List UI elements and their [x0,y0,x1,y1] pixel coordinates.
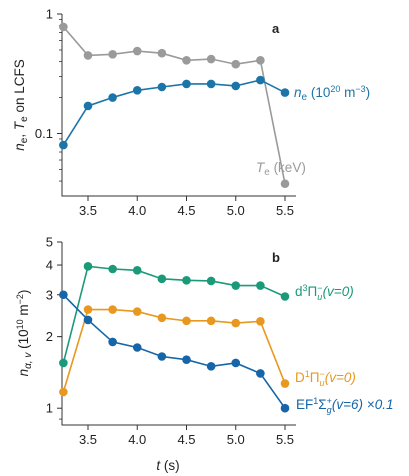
panel-a-axes [61,14,296,197]
data-point-Te [231,59,241,69]
data-point-d3 [231,281,241,290]
data-point-Te [132,46,142,56]
legend-ne: ne (1020 m−3) [294,84,370,103]
data-point-d3 [206,276,216,286]
data-point-EF [182,355,191,364]
data-point-Te [83,51,93,60]
panel-b-x-tick-label: 4.5 [177,432,195,447]
panel-a-x-tick-label: 3.5 [79,203,97,218]
panel-a-y-ticks: 10.1 [35,7,62,182]
data-point-d3 [59,358,68,368]
data-point-Te [108,50,117,59]
panel-b-x-tick-label: 5.0 [227,432,245,447]
data-point-ne [206,79,216,89]
data-point-D1 [231,318,241,328]
panel-b-y-tick-label: 3 [46,287,53,302]
series-line-d3 [62,265,286,364]
data-point-ne [83,101,93,111]
data-point-d3 [157,274,167,284]
data-point-ne [182,79,191,89]
panel-a-label: a [272,21,280,36]
data-point-Te [182,55,191,65]
data-point-D1 [256,317,265,326]
data-point-d3 [256,281,265,290]
data-point-Te [157,48,167,58]
panel-b-x-tick-label: 5.5 [276,432,294,447]
legend-d3: d3Πu−(v=0) [295,283,354,302]
data-point-ne [256,75,265,85]
data-point-ne [157,82,167,92]
panel-b-x-tick-label: 3.5 [79,432,97,447]
data-point-Te [280,179,290,189]
panel-b-y-ticks: 5 4 3 2 1 [46,235,62,420]
data-point-D1 [157,313,167,323]
panel-a-x-tick-label: 4.0 [128,203,146,218]
panel-a: 10.1 3.5 4.0 4.5 5.0 5.5 a ne, Te on LCFS ne… [12,7,370,219]
panel-b-x-ticks: 3.5 4.0 4.5 5.0 5.5 [79,425,294,447]
data-point-ne [231,81,241,91]
panel-a-ylabel: ne, Te on LCFS [12,59,30,150]
panel-a-x-tick-label: 4.5 [177,203,195,218]
panel-b-y-tick-label: 4 [46,258,53,273]
data-point-D1 [182,316,191,326]
data-point-d3 [83,262,93,271]
panel-a-y-tick-label: 1 [46,7,53,22]
data-point-D1 [108,305,117,314]
data-point-EF [206,362,216,371]
panel-b-xlabel: t (s) [156,458,179,473]
data-point-Te [206,54,216,64]
data-point-EF [231,358,241,368]
data-point-ne [280,88,290,97]
data-point-EF [83,315,93,325]
data-point-D1 [59,387,68,397]
panel-a-x-tick-label: 5.0 [227,203,245,218]
panel-b-x-tick-label: 4.0 [128,432,146,447]
data-point-EF [108,337,117,347]
data-point-EF [157,352,167,361]
data-point-d3 [182,276,191,285]
legend-Te: Te (keV) [256,160,306,178]
panel-b-y-tick-label: 5 [46,235,53,250]
legend-EF: EF1Σg+(v=6) ×0.1 [296,396,393,415]
data-point-D1 [83,305,93,314]
legend-D1: D1Πu−(v=0) [295,369,356,388]
panel-a-y-tick-label: 0.1 [35,126,53,141]
data-point-Te [59,22,68,32]
panel-b-label: b [272,250,280,265]
panel-b-y-tick-label: 1 [46,401,53,416]
panel-b-axes [61,242,296,426]
data-point-EF [132,343,142,352]
panel-b-y-tick-label: 2 [46,329,53,344]
series-line-EF [62,294,286,409]
data-point-D1 [206,316,216,326]
series-line-Te [62,26,286,184]
data-point-d3 [280,292,290,301]
panel-b: 5 4 3 2 1 3.5 4.0 4.5 5.0 5.5 b nα, v (1010 m−2)… [15,235,393,474]
data-point-EF [256,369,265,378]
data-point-d3 [132,266,142,275]
data-point-D1 [132,307,142,316]
data-point-ne [59,140,68,150]
panel-a-x-tick-label: 5.5 [276,203,294,218]
panel-a-series [59,22,290,189]
panel-b-ylabel: nα, v (1010 m−2) [15,290,34,377]
data-point-D1 [280,379,290,388]
data-point-EF [280,403,290,413]
series-line-ne [62,79,286,146]
series-line-D1 [62,308,286,393]
data-point-d3 [108,264,117,274]
panel-b-series [59,262,290,413]
panel-a-x-ticks: 3.5 4.0 4.5 5.0 5.5 [79,196,294,218]
data-point-Te [256,55,265,65]
data-point-ne [132,85,142,95]
data-point-ne [108,93,117,102]
data-point-EF [59,290,68,300]
